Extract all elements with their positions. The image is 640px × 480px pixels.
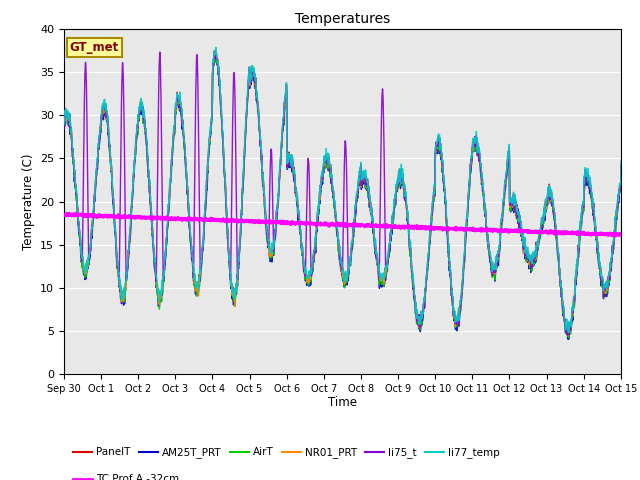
- Y-axis label: Temperature (C): Temperature (C): [22, 153, 35, 250]
- Legend: TC Prof A -32cm: TC Prof A -32cm: [69, 470, 184, 480]
- Text: GT_met: GT_met: [70, 41, 119, 54]
- Title: Temperatures: Temperatures: [295, 12, 390, 26]
- X-axis label: Time: Time: [328, 396, 357, 408]
